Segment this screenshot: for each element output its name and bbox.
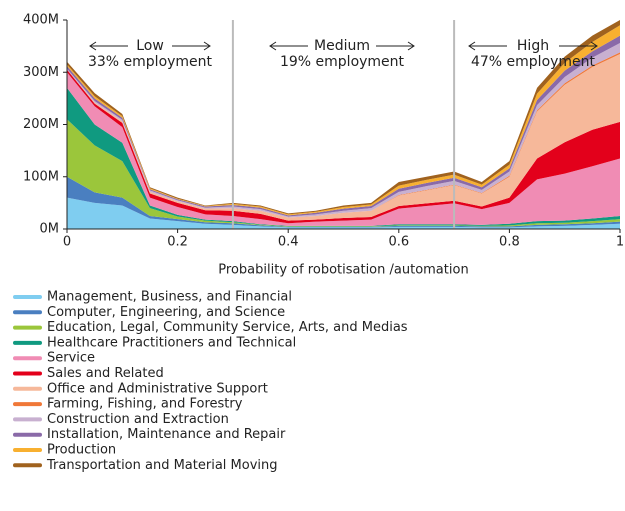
y-tick-label: 300M [23, 65, 59, 80]
x-tick-label: 0.8 [499, 235, 520, 250]
x-axis-label: Probability of robotisation /automation [218, 263, 468, 278]
x-tick-label: 0.2 [167, 235, 188, 250]
region-share: 19% employment [280, 54, 405, 70]
arrow [172, 41, 211, 51]
legend-label: Office and Administrative Support [47, 381, 268, 396]
region-share: 33% employment [88, 54, 213, 70]
y-tick-label: 100M [23, 169, 59, 184]
legend-label: Production [47, 443, 116, 458]
x-tick-label: 0.6 [388, 235, 409, 250]
region-label: Low [136, 38, 164, 54]
legend-label: Management, Business, and Financial [47, 290, 292, 305]
legend-label: Sales and Related [47, 366, 164, 381]
arrow [559, 41, 598, 51]
legend-label: Education, Legal, Community Service, Art… [47, 320, 408, 335]
legend-label: Farming, Fishing, and Forestry [47, 397, 243, 412]
arrow [468, 41, 507, 51]
legend-label: Service [47, 351, 95, 366]
x-tick-label: 1 [616, 235, 624, 250]
legend-label: Healthcare Practitioners and Technical [47, 335, 296, 350]
x-tick-label: 0.4 [278, 235, 299, 250]
legend-label: Transportation and Material Moving [46, 458, 278, 473]
arrow [376, 41, 415, 51]
region-share: 47% employment [471, 54, 596, 70]
region-label: Medium [314, 38, 370, 54]
y-tick-label: 200M [23, 117, 59, 132]
arrow [89, 41, 128, 51]
arrow [269, 41, 308, 51]
area [67, 72, 620, 226]
legend-label: Computer, Engineering, and Science [47, 305, 285, 320]
x-tick-label: 0 [63, 235, 71, 250]
legend-label: Construction and Extraction [47, 412, 229, 427]
y-tick-label: 0M [40, 222, 60, 237]
region-label: High [517, 38, 549, 54]
y-tick-label: 400M [23, 13, 59, 28]
legend-label: Installation, Maintenance and Repair [47, 427, 286, 442]
